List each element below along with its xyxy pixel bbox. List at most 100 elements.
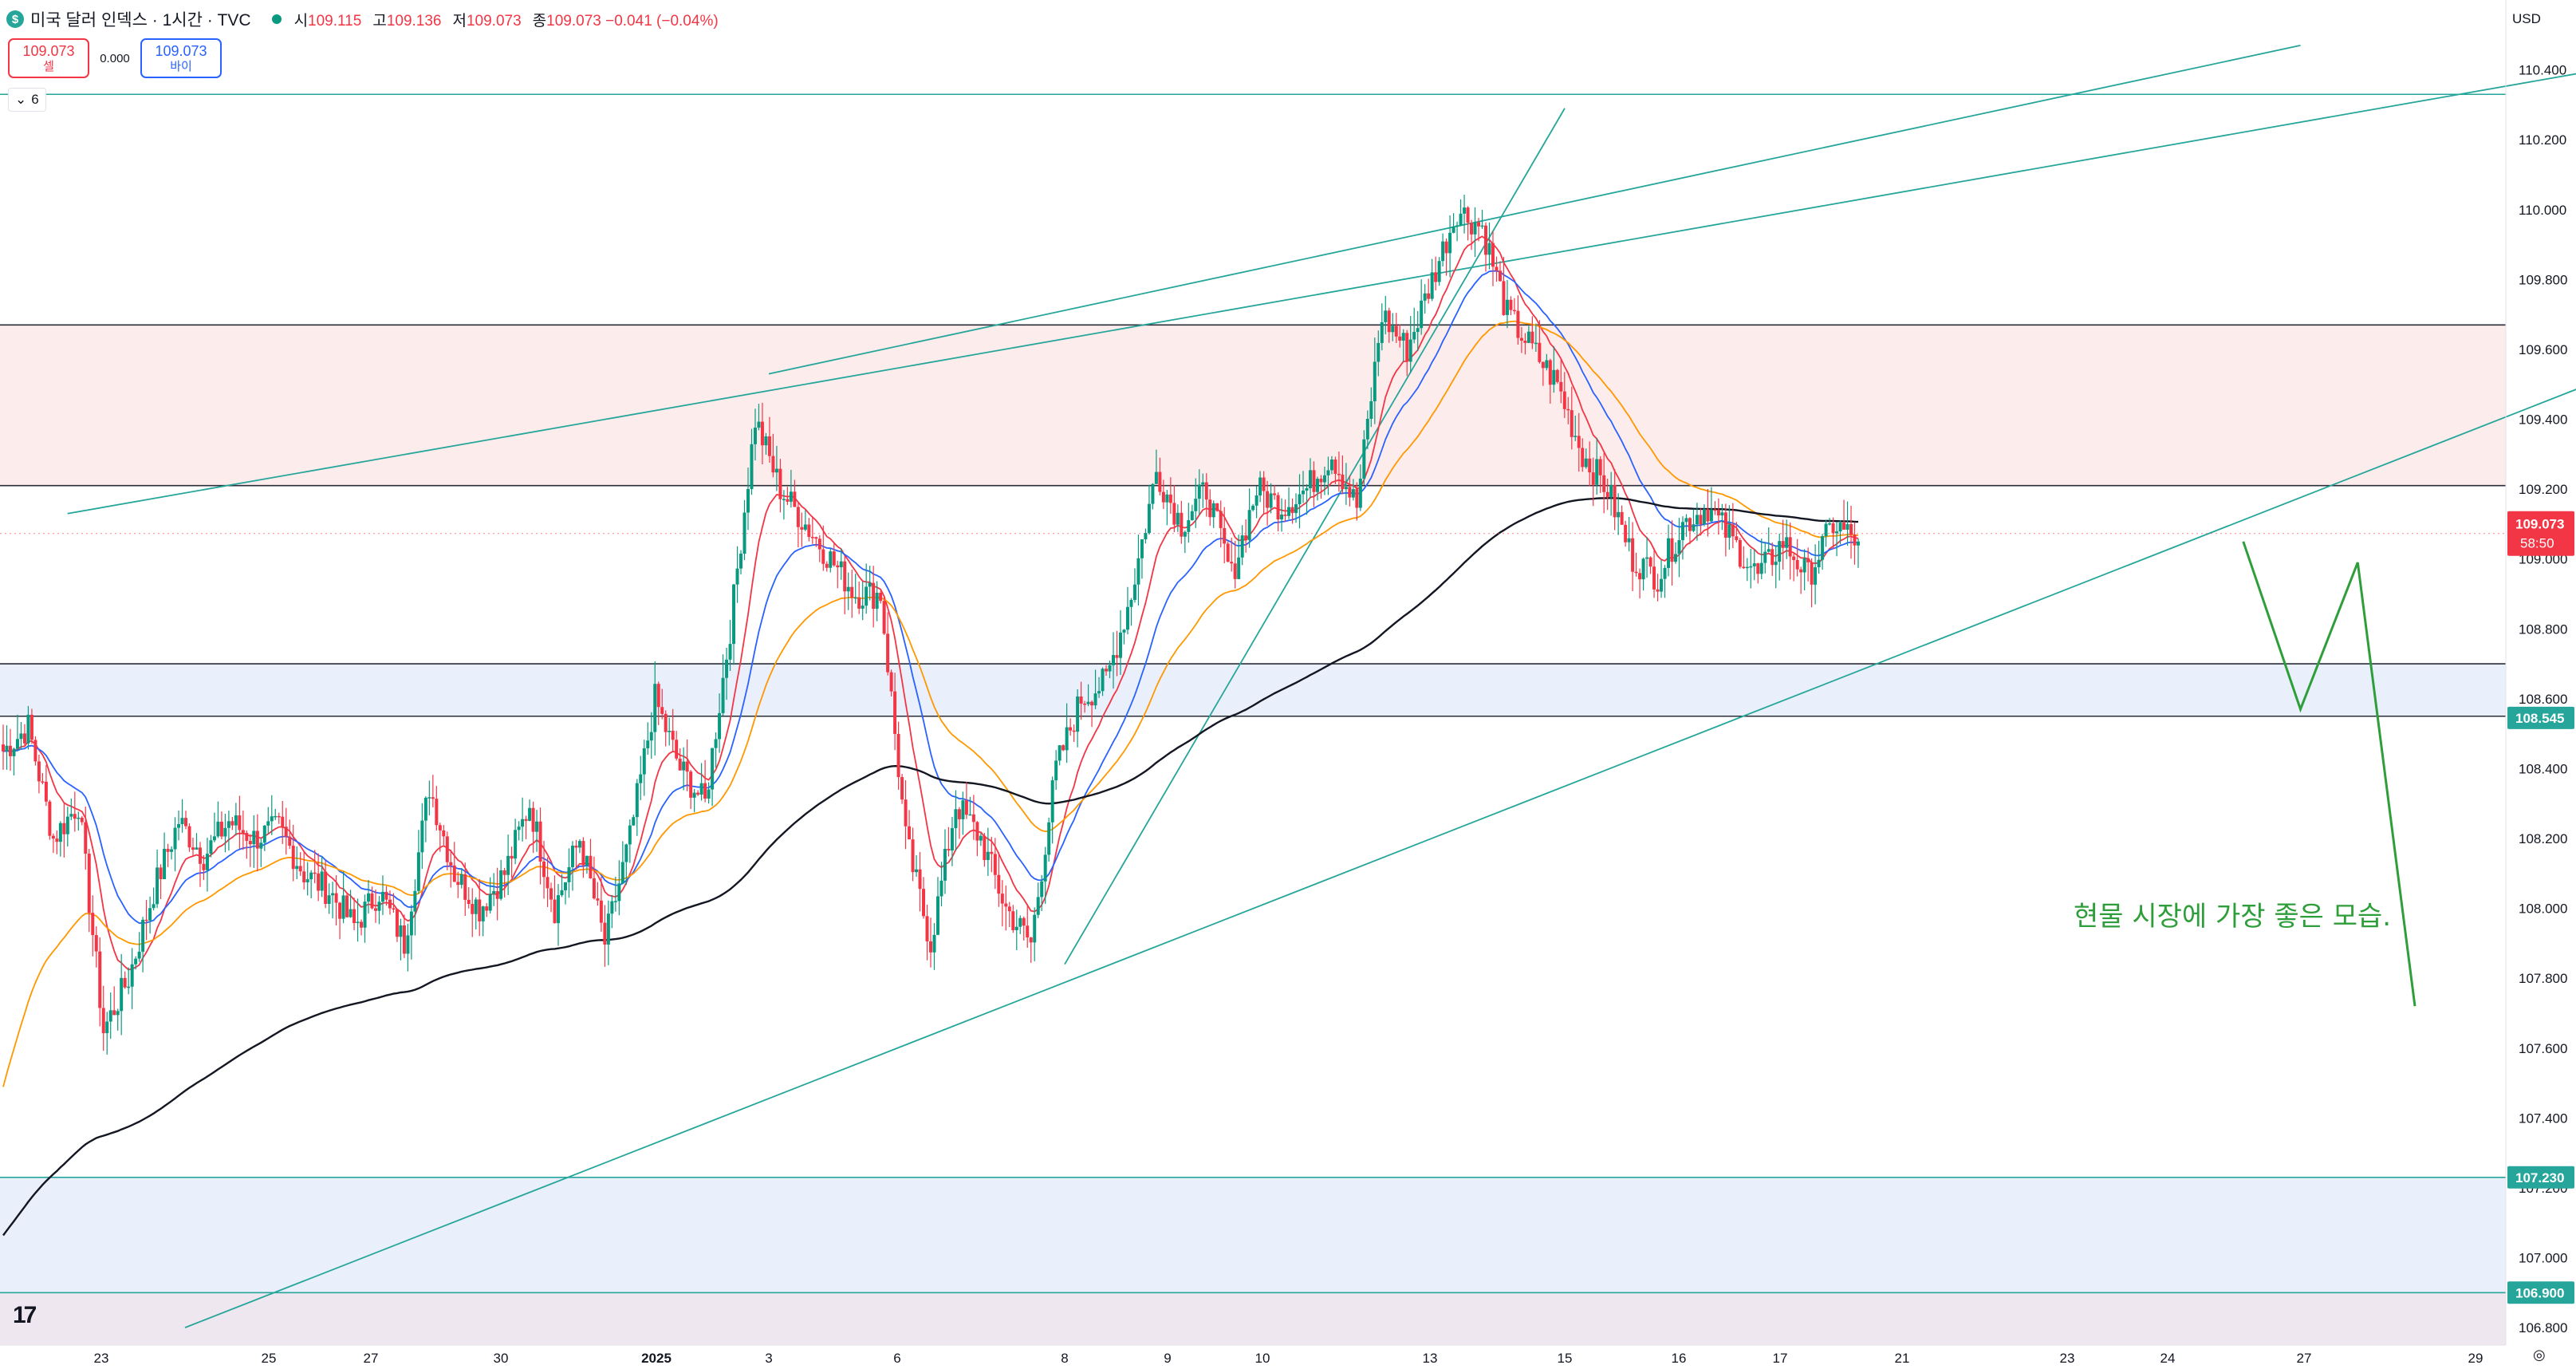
candle-body <box>1387 310 1391 333</box>
candle-body <box>635 783 639 818</box>
candle-body <box>1802 558 1806 573</box>
symbol-header[interactable]: $ 미국 달러 인덱스 · 1시간 · TVC 시109.115 고109.13… <box>6 8 719 30</box>
candle-body <box>1405 333 1409 362</box>
candle-body <box>1660 578 1664 592</box>
candle-body <box>947 848 951 851</box>
candle-body <box>499 870 503 899</box>
candle-body <box>1125 606 1129 630</box>
indicators-toggle[interactable]: ⌄ 6 <box>8 88 46 112</box>
candle-body <box>1545 360 1549 369</box>
candle-body <box>1076 696 1080 732</box>
candle-body <box>1491 243 1495 267</box>
sell-button[interactable]: 109.073 셀 <box>8 38 89 78</box>
candle-body <box>137 951 141 959</box>
candle-body <box>116 1011 120 1016</box>
candle-body <box>592 878 596 899</box>
candle-body <box>120 977 124 1012</box>
candle-body <box>1197 484 1201 499</box>
candle-body <box>1312 470 1316 492</box>
settings-icon[interactable]: ◎ <box>2533 1347 2546 1363</box>
candle-body <box>198 847 202 864</box>
candle-body <box>1641 558 1645 580</box>
symbol-title[interactable]: 미국 달러 인덱스 · 1시간 · TVC <box>30 11 251 30</box>
candle-body <box>69 814 73 817</box>
candle-body <box>546 877 549 889</box>
candle-body <box>599 900 603 923</box>
price-tick-label: 108.200 <box>2519 831 2567 846</box>
candle-body <box>1287 507 1291 516</box>
candle-body <box>495 890 499 899</box>
candle-body <box>1727 524 1731 539</box>
time-axis[interactable]: 23 25 27 30 2025 3 6 8 9 10 13 15 16 17 21 23 24 27 29 <box>0 1344 2506 1366</box>
candle-body <box>353 909 356 924</box>
price-tick-label: 110.000 <box>2519 203 2566 218</box>
candle-body <box>853 597 857 599</box>
candle-body <box>288 836 292 846</box>
candle-body <box>1011 911 1015 930</box>
candle-body <box>1570 410 1574 437</box>
candle-body <box>367 893 371 902</box>
candle-body <box>1624 524 1628 542</box>
buy-button[interactable]: 109.073 바이 <box>140 38 222 78</box>
currency-label[interactable]: USD <box>2512 11 2541 26</box>
candle-body <box>1262 477 1266 491</box>
buy-label: 바이 <box>170 59 192 73</box>
candle-body <box>778 468 782 499</box>
candle-body <box>1408 339 1412 362</box>
candle-body <box>305 879 309 883</box>
candle-body <box>1648 557 1652 567</box>
price-tick-label: 109.800 <box>2519 272 2567 287</box>
candle-body <box>1667 538 1671 568</box>
tradingview-logo-icon[interactable]: 17 <box>13 1302 37 1328</box>
candle-body <box>1136 558 1140 585</box>
price-tick-label: 110.400 <box>2519 63 2566 78</box>
candle-body <box>442 830 446 837</box>
ohlc-values: 시109.115 고109.136 저109.073 종109.073 −0.0… <box>294 9 719 30</box>
candle-body <box>1083 703 1087 705</box>
candle-body <box>692 792 696 798</box>
horizontal-levels-layer <box>0 93 2506 1294</box>
trendlines-layer <box>67 45 2576 1328</box>
candle-body <box>1613 484 1617 518</box>
candle-body <box>1670 538 1674 562</box>
candle-body <box>1240 535 1244 558</box>
candle-body <box>212 836 216 841</box>
candle-body <box>467 899 471 905</box>
candle-body <box>481 906 485 921</box>
candle-body <box>488 894 492 911</box>
candle-body <box>735 568 739 585</box>
candle-body <box>15 739 19 749</box>
candle-body <box>166 849 170 852</box>
candle-body <box>1749 566 1753 568</box>
candle-body <box>1441 241 1445 262</box>
candle-body <box>664 713 668 732</box>
price-axis[interactable]: 110.400 110.200 110.000 109.800 109.600 109.4… <box>2505 0 2574 1345</box>
candle-body <box>908 826 912 840</box>
candle-body <box>1423 293 1427 301</box>
time-tick-label: 23 <box>94 1351 109 1366</box>
candle-body <box>55 838 59 842</box>
candle-body <box>327 895 331 905</box>
market-status-icon[interactable] <box>271 14 282 24</box>
candle-body <box>774 468 778 473</box>
candle-body <box>1054 760 1058 781</box>
candle-body <box>1828 523 1832 525</box>
candle-body <box>786 499 790 502</box>
candle-body <box>302 871 306 883</box>
low-value: 109.073 <box>466 12 522 30</box>
candle-body <box>750 444 754 490</box>
candle-body <box>732 584 736 645</box>
candle-body <box>230 821 234 826</box>
candle-body <box>427 797 431 799</box>
candle-body <box>865 586 869 606</box>
candle-body <box>1377 342 1381 362</box>
candle-body <box>1516 310 1520 338</box>
open-label: 시 <box>293 12 309 30</box>
candle-body <box>506 855 510 875</box>
candle-body <box>678 758 682 771</box>
candle-body <box>1022 917 1026 926</box>
candle-body <box>1581 448 1585 468</box>
candle-body <box>1448 232 1452 254</box>
candle-body <box>1255 495 1258 506</box>
